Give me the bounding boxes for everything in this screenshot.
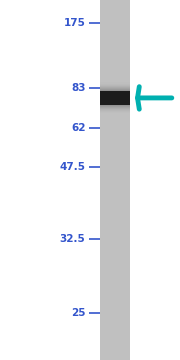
Text: 175: 175 [64, 18, 86, 28]
Bar [100, 90, 130, 106]
Bar [100, 87, 130, 109]
Bar [100, 0, 130, 360]
Bar [100, 86, 130, 110]
Text: 62: 62 [71, 123, 86, 133]
Text: 32.5: 32.5 [60, 234, 86, 244]
Text: 83: 83 [71, 83, 86, 93]
Bar [100, 91, 130, 105]
Bar [100, 89, 130, 107]
Bar [100, 88, 130, 108]
Bar [100, 84, 130, 112]
Bar [100, 82, 130, 113]
Text: 25: 25 [71, 308, 86, 318]
Bar [100, 85, 130, 111]
Text: 47.5: 47.5 [60, 162, 86, 172]
